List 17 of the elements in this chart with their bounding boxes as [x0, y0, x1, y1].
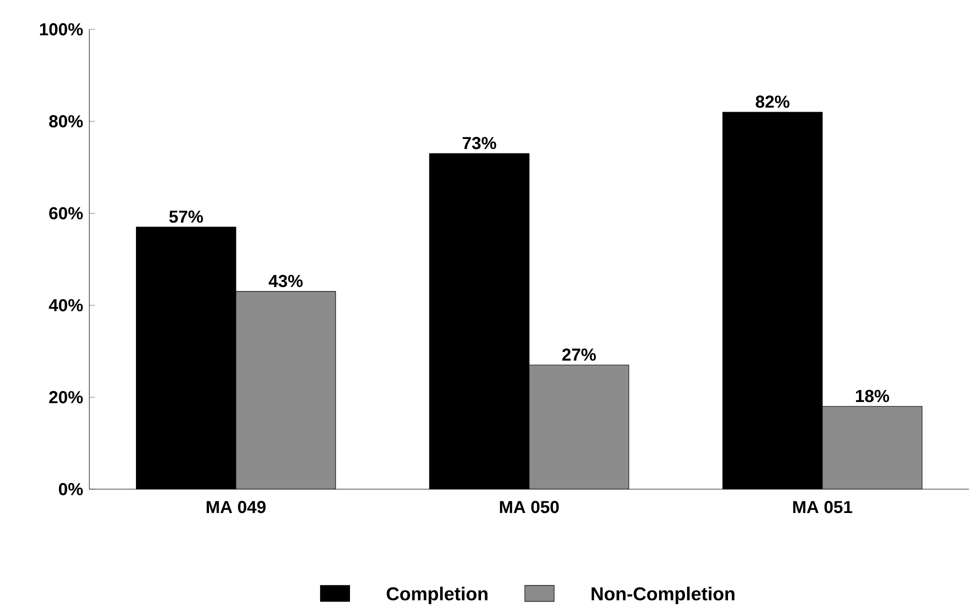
y-tick-label: 100% [40, 23, 83, 36]
data-label: 73% [462, 136, 496, 150]
data-label: 82% [756, 95, 790, 108]
y-tick-label: 0% [58, 482, 83, 496]
x-tick-label: MA 050 [500, 500, 559, 514]
x-tick-label: MA 051 [793, 500, 852, 514]
data-label: 18% [856, 390, 890, 402]
y-tick-label: 40% [48, 299, 83, 312]
legend-label: Non-Completion [592, 586, 734, 604]
data-label: 43% [268, 274, 303, 288]
legend-label: Completion [386, 586, 488, 604]
data-label: 27% [562, 348, 596, 361]
x-tick-label: MA 049 [206, 500, 266, 514]
y-tick-label: 60% [49, 207, 83, 220]
y-tick-label: 80% [49, 115, 83, 128]
data-label: 57% [169, 210, 203, 223]
y-tick-label: 20% [49, 390, 83, 404]
